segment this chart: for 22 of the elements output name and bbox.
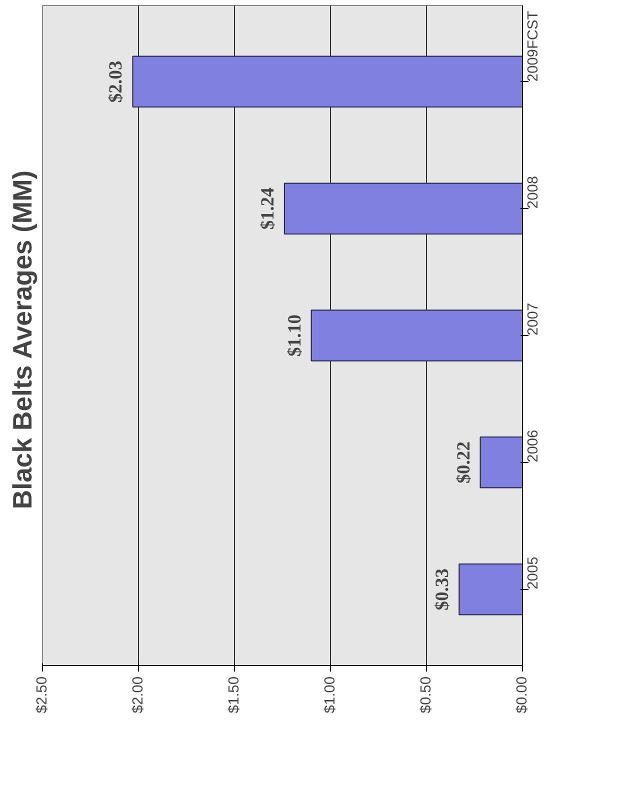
bar: [310, 310, 522, 362]
x-tick-label: $2.00: [130, 676, 146, 714]
data-label: $1.24: [257, 188, 278, 230]
bar: [480, 436, 522, 488]
y-tick-label: 2006: [526, 430, 542, 462]
x-tick-label: $0.50: [418, 676, 434, 714]
text: Black Belts Averages (MM): [8, 170, 38, 510]
bar: [132, 56, 522, 108]
bar: [284, 182, 522, 234]
y-tick-label: 2005: [526, 556, 542, 590]
x-tick-label: $2.50: [34, 676, 50, 714]
y-tick-label: 2009FCST: [526, 10, 542, 82]
data-label: $0.33: [432, 568, 454, 610]
y-tick-label: 2007: [526, 302, 542, 336]
x-tick-label: $1.00: [322, 676, 338, 714]
bar: [458, 563, 522, 616]
y-tick-label: 2008: [526, 176, 542, 209]
data-label: $0.22: [453, 441, 474, 484]
data-label: $2.03: [106, 60, 127, 103]
data-label: $1.10: [284, 314, 306, 356]
x-tick-label: $1.50: [226, 676, 242, 714]
x-tick-label: $0.00: [514, 676, 530, 714]
